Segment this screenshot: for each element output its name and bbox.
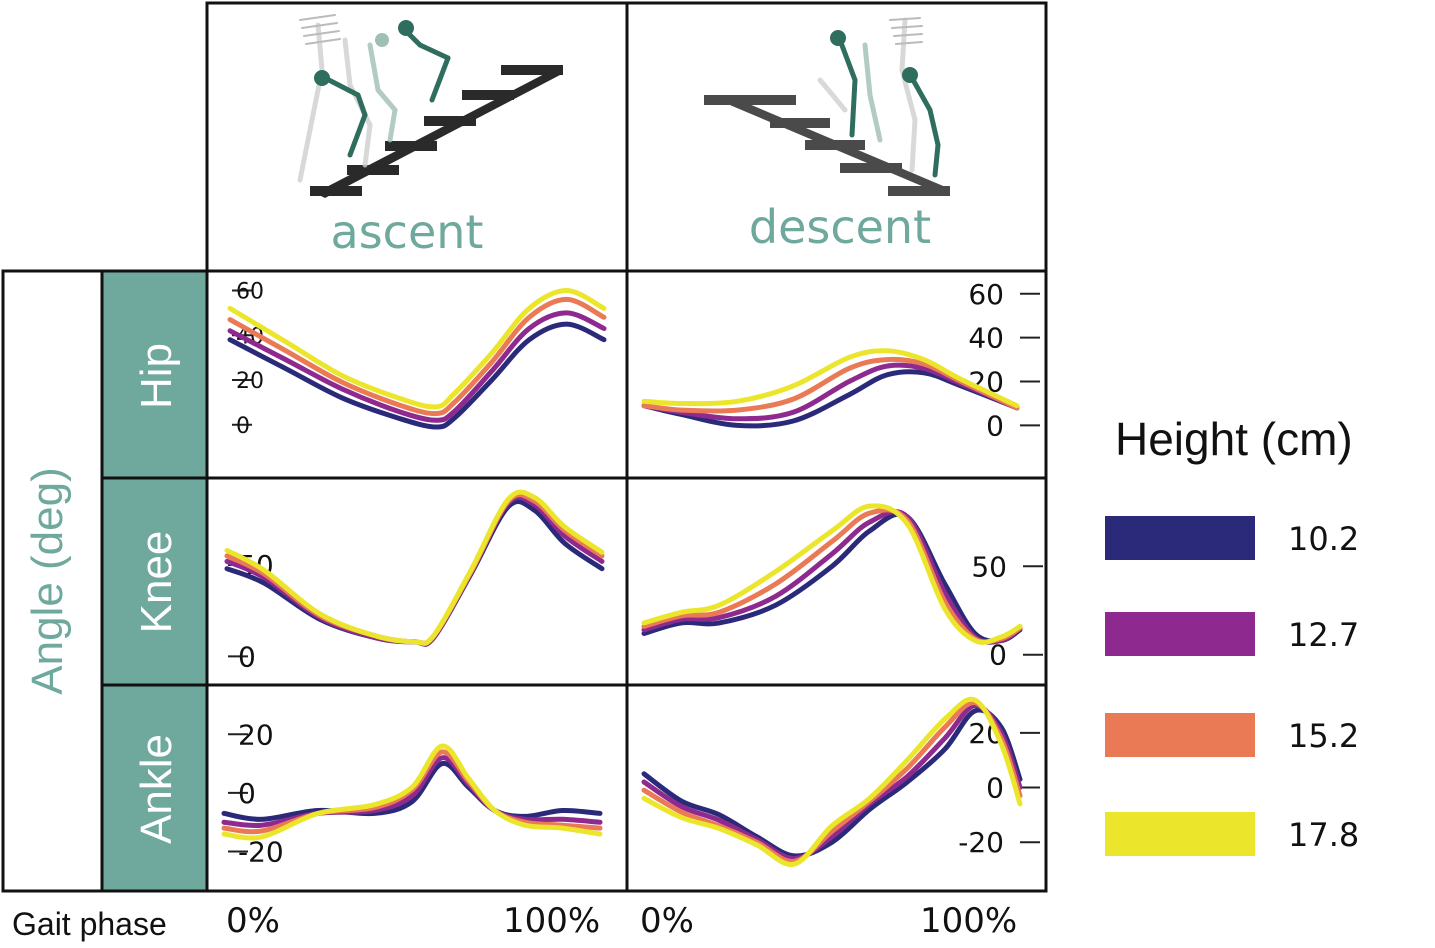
x-start-label-ascent: 0% — [226, 901, 280, 941]
y-tick-label: 20 — [238, 718, 274, 751]
series-line-10.2 — [641, 707, 1023, 859]
y-tick-label: 0 — [238, 640, 256, 673]
row-label-box-knee — [100, 476, 209, 687]
y-tick-label: 0 — [986, 772, 1004, 805]
series-line-17.8 — [641, 696, 1023, 867]
legend: 10.2 12.7 15.2 17.8 — [1105, 516, 1359, 856]
y-tick-label: 50 — [971, 550, 1007, 583]
series-line-12.7 — [641, 362, 1020, 422]
ascent-stairs-illustration — [310, 65, 563, 198]
descent-label: descent — [749, 200, 931, 254]
y-axis-label: Angle (deg) — [23, 467, 72, 694]
legend-label: 10.2 — [1288, 520, 1359, 558]
ascent-skeleton-figures — [297, 14, 451, 183]
y-tick-label: -20 — [238, 836, 284, 869]
x-end-label-ascent: 100% — [503, 901, 600, 941]
y-tick-label: 0 — [236, 414, 250, 439]
chart-ankle-ascent: -20 0 20 — [221, 718, 603, 869]
y-tick-label: 60 — [236, 279, 264, 304]
legend-label: 17.8 — [1288, 816, 1359, 854]
x-axis-label: Gait phase — [12, 906, 167, 942]
series-line-12.7 — [227, 310, 607, 423]
row-label-hip: Hip — [132, 343, 181, 409]
descent-stairs-illustration — [704, 95, 950, 196]
legend-swatch — [1105, 516, 1255, 560]
y-tick-label: 40 — [968, 322, 1004, 355]
y-tick-label: 0 — [989, 639, 1007, 672]
panel-frame-ankle-descent — [625, 683, 1048, 893]
series-line-17.8 — [221, 743, 603, 841]
row-label-knee: Knee — [132, 531, 181, 634]
x-start-label-descent: 0% — [640, 901, 694, 941]
series-line-17.8 — [641, 348, 1020, 409]
y-tick-label: 0 — [986, 409, 1004, 442]
series-line-10.2 — [221, 761, 603, 822]
ylabel-box — [1, 269, 104, 893]
y-tick-label: 20 — [236, 369, 264, 394]
y-tick-label: 0 — [238, 777, 256, 810]
y-tick-label: 60 — [968, 278, 1004, 311]
series-line-17.8 — [641, 503, 1023, 645]
legend-title: Height (cm) — [1115, 413, 1353, 465]
legend-label: 12.7 — [1288, 616, 1359, 654]
series-line-10.2 — [641, 369, 1020, 429]
chart-knee-ascent: 050 — [224, 489, 605, 673]
row-label-ankle: Ankle — [132, 734, 181, 844]
legend-swatch — [1105, 812, 1255, 856]
legend-swatch — [1105, 612, 1255, 656]
descent-skeleton-figures — [817, 17, 941, 178]
series-line-15.2 — [227, 296, 607, 417]
row-label-box-ankle — [100, 683, 209, 893]
y-tick-label: -20 — [958, 826, 1004, 859]
legend-swatch — [1105, 713, 1255, 757]
chart-knee-descent: 0 50 — [641, 503, 1043, 672]
x-end-label-descent: 100% — [920, 901, 1017, 941]
series-line-17.8 — [224, 489, 605, 646]
series-line-10.2 — [224, 499, 605, 647]
panel-frame-hip-ascent — [205, 269, 629, 480]
series-line-17.8 — [227, 287, 607, 410]
ascent-label: ascent — [331, 205, 484, 259]
series-line-10.2 — [227, 321, 607, 430]
legend-label: 15.2 — [1288, 717, 1359, 755]
